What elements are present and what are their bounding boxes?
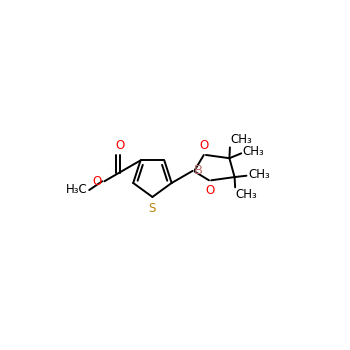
Text: CH₃: CH₃	[230, 133, 252, 146]
Text: CH₃: CH₃	[236, 188, 257, 201]
Text: O: O	[92, 175, 101, 188]
Text: O: O	[116, 139, 125, 152]
Text: H₃C: H₃C	[66, 183, 88, 196]
Text: CH₃: CH₃	[243, 145, 265, 158]
Text: O: O	[205, 183, 214, 197]
Text: O: O	[200, 139, 209, 152]
Text: S: S	[149, 202, 156, 215]
Text: B: B	[194, 164, 203, 177]
Text: CH₃: CH₃	[248, 168, 270, 181]
